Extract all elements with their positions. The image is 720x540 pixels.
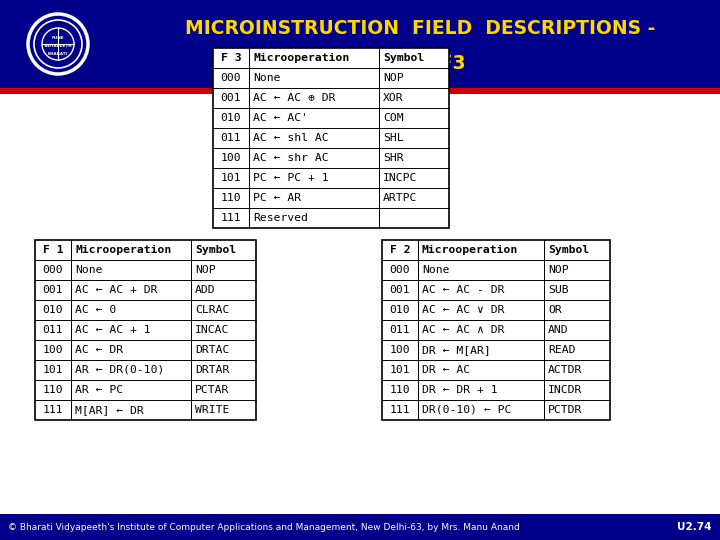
Text: AND: AND — [548, 325, 569, 335]
Text: AC ← 0: AC ← 0 — [75, 305, 116, 315]
Text: DR(0-10) ← PC: DR(0-10) ← PC — [422, 405, 511, 415]
Text: AC ← AC ∧ DR: AC ← AC ∧ DR — [422, 325, 505, 335]
Text: Reserved: Reserved — [253, 213, 308, 223]
Text: READ: READ — [548, 345, 575, 355]
Text: U2.74: U2.74 — [678, 522, 712, 532]
Text: MICROINSTRUCTION  FIELD  DESCRIPTIONS -: MICROINSTRUCTION FIELD DESCRIPTIONS - — [185, 18, 655, 37]
Text: XOR: XOR — [383, 93, 404, 103]
Text: PC ← PC + 1: PC ← PC + 1 — [253, 173, 328, 183]
Text: BHARATI: BHARATI — [48, 52, 68, 56]
Text: 100: 100 — [42, 345, 63, 355]
Text: Microoperation: Microoperation — [253, 53, 349, 63]
Text: AC ← AC + DR: AC ← AC + DR — [75, 285, 158, 295]
Text: AC ← AC + 1: AC ← AC + 1 — [75, 325, 150, 335]
Text: 101: 101 — [42, 365, 63, 375]
Text: VIDYAPEETH: VIDYAPEETH — [44, 44, 72, 48]
Text: AR ← PC: AR ← PC — [75, 385, 123, 395]
Text: 111: 111 — [42, 405, 63, 415]
Text: INCDR: INCDR — [548, 385, 582, 395]
Bar — [0, 0, 720, 88]
Text: 000: 000 — [221, 73, 241, 83]
Text: 100: 100 — [221, 153, 241, 163]
Text: 010: 010 — [42, 305, 63, 315]
Text: COM: COM — [383, 113, 404, 123]
Text: F1,F2,F3: F1,F2,F3 — [374, 55, 466, 73]
Text: 110: 110 — [221, 193, 241, 203]
Text: DR ← AC: DR ← AC — [422, 365, 470, 375]
Text: INCPC: INCPC — [383, 173, 418, 183]
Text: Symbol: Symbol — [548, 245, 589, 255]
Text: AC ← AC ⊕ DR: AC ← AC ⊕ DR — [253, 93, 336, 103]
Text: Microoperation: Microoperation — [422, 245, 518, 255]
Text: None: None — [422, 265, 449, 275]
Text: SHR: SHR — [383, 153, 404, 163]
Text: PUNE: PUNE — [52, 36, 64, 40]
Text: WRITE: WRITE — [195, 405, 230, 415]
Text: 010: 010 — [390, 305, 410, 315]
Text: None: None — [253, 73, 281, 83]
Text: NOP: NOP — [195, 265, 215, 275]
Text: Microoperation: Microoperation — [75, 245, 171, 255]
Text: 100: 100 — [390, 345, 410, 355]
Text: DRTAC: DRTAC — [195, 345, 230, 355]
Bar — [0, 514, 720, 540]
Text: 010: 010 — [221, 113, 241, 123]
Bar — [382, 240, 610, 420]
Text: 001: 001 — [42, 285, 63, 295]
Text: ADD: ADD — [195, 285, 215, 295]
Text: INCAC: INCAC — [195, 325, 230, 335]
Text: DRTAR: DRTAR — [195, 365, 230, 375]
Text: Symbol: Symbol — [383, 53, 424, 63]
Text: M[AR] ← DR: M[AR] ← DR — [75, 405, 144, 415]
Text: NOP: NOP — [548, 265, 569, 275]
Text: F 3: F 3 — [221, 53, 241, 63]
Text: NOP: NOP — [383, 73, 404, 83]
Text: © Bharati Vidyapeeth's Institute of Computer Applications and Management, New De: © Bharati Vidyapeeth's Institute of Comp… — [8, 523, 520, 531]
Text: OR: OR — [548, 305, 562, 315]
Text: 001: 001 — [221, 93, 241, 103]
Text: 101: 101 — [390, 365, 410, 375]
Text: 101: 101 — [221, 173, 241, 183]
Text: 011: 011 — [390, 325, 410, 335]
Text: DR ← M[AR]: DR ← M[AR] — [422, 345, 491, 355]
Text: ARTPC: ARTPC — [383, 193, 418, 203]
Text: PCTDR: PCTDR — [548, 405, 582, 415]
Text: PCTAR: PCTAR — [195, 385, 230, 395]
Text: 110: 110 — [390, 385, 410, 395]
Text: SHL: SHL — [383, 133, 404, 143]
Text: CLRAC: CLRAC — [195, 305, 230, 315]
Text: Symbol: Symbol — [195, 245, 236, 255]
Text: 000: 000 — [42, 265, 63, 275]
Text: SUB: SUB — [548, 285, 569, 295]
Text: F 2: F 2 — [390, 245, 410, 255]
Text: 111: 111 — [390, 405, 410, 415]
Bar — [35, 240, 256, 420]
Bar — [0, 88, 720, 94]
Text: AC ← DR: AC ← DR — [75, 345, 123, 355]
Text: AR ← DR(0-10): AR ← DR(0-10) — [75, 365, 164, 375]
Text: 011: 011 — [221, 133, 241, 143]
Text: 111: 111 — [221, 213, 241, 223]
Text: AC ← AC': AC ← AC' — [253, 113, 308, 123]
Text: DR ← DR + 1: DR ← DR + 1 — [422, 385, 498, 395]
Text: AC ← shl AC: AC ← shl AC — [253, 133, 328, 143]
Text: 110: 110 — [42, 385, 63, 395]
Text: AC ← AC - DR: AC ← AC - DR — [422, 285, 505, 295]
Text: ACTDR: ACTDR — [548, 365, 582, 375]
Bar — [213, 48, 449, 228]
Text: None: None — [75, 265, 102, 275]
Text: PC ← AR: PC ← AR — [253, 193, 301, 203]
Text: 001: 001 — [390, 285, 410, 295]
Text: F 1: F 1 — [42, 245, 63, 255]
Text: AC ← AC ∨ DR: AC ← AC ∨ DR — [422, 305, 505, 315]
Text: 000: 000 — [390, 265, 410, 275]
Text: AC ← shr AC: AC ← shr AC — [253, 153, 328, 163]
Text: 011: 011 — [42, 325, 63, 335]
